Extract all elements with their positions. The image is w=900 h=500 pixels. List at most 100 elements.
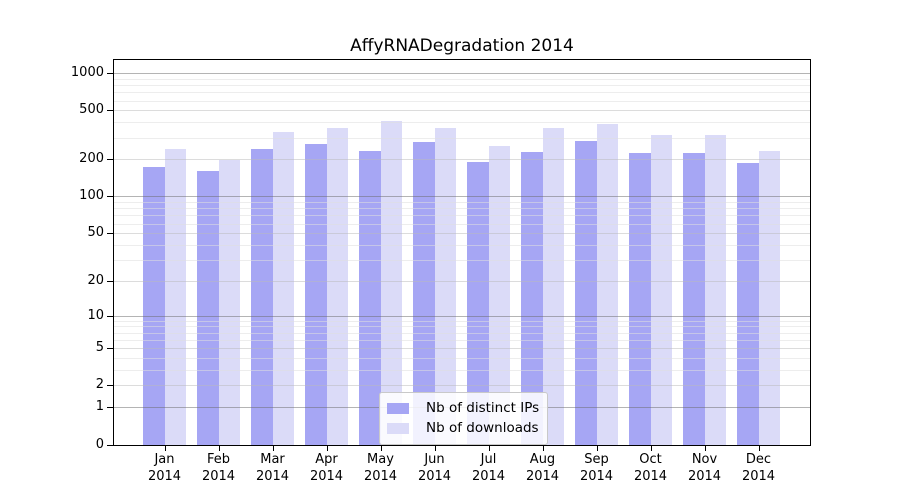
bar-downloads-jan <box>164 149 186 445</box>
x-axis-label: Jul 2014 <box>471 452 506 484</box>
bar-downloads-jun <box>434 127 456 445</box>
bar-downloads-oct <box>650 134 672 445</box>
legend-label-ips: Nb of distinct IPs <box>426 400 540 416</box>
x-axis-label: Sep 2014 <box>579 452 614 484</box>
y-axis-tick <box>107 348 113 350</box>
bar-ips-feb <box>197 171 219 445</box>
gridline <box>114 339 810 341</box>
y-axis-label: 50 <box>87 225 104 241</box>
bar-downloads-aug <box>542 127 564 445</box>
y-axis-tick <box>107 280 113 282</box>
gridline <box>114 358 810 359</box>
bar-ips-jul <box>467 161 489 445</box>
bar-ips-sep <box>575 141 597 445</box>
x-axis-tick <box>380 446 382 451</box>
x-axis-label: Apr 2014 <box>309 452 344 484</box>
gridline <box>114 122 810 124</box>
y-axis-label: 500 <box>79 102 104 118</box>
y-axis-tick <box>107 159 113 161</box>
y-axis-label: 0 <box>95 436 104 452</box>
bar-ips-apr <box>305 144 327 445</box>
gridline <box>114 223 810 225</box>
y-axis-label: 20 <box>87 272 104 288</box>
bar-ips-nov <box>683 152 705 445</box>
y-axis-label: 5 <box>95 340 104 356</box>
x-axis-tick <box>650 446 652 451</box>
y-axis-tick <box>107 233 113 235</box>
x-axis-tick <box>758 446 760 451</box>
y-axis-label: 100 <box>79 188 104 204</box>
bar-downloads-feb <box>218 159 240 445</box>
x-axis-tick <box>596 446 598 451</box>
bar-ips-jan <box>143 166 165 445</box>
gridline <box>114 320 810 322</box>
x-axis-label: May 2014 <box>363 452 398 484</box>
gridline <box>114 215 810 217</box>
bar-ips-jun <box>413 141 435 445</box>
gridline <box>114 137 810 139</box>
bar-downloads-apr <box>326 128 348 445</box>
bar-ips-aug <box>521 151 543 445</box>
bar-downloads-may <box>380 120 402 445</box>
x-axis-tick <box>542 446 544 451</box>
x-axis-tick <box>164 446 166 451</box>
x-axis-label: Dec 2014 <box>741 452 776 484</box>
gridline <box>114 110 810 112</box>
x-axis-tick <box>218 446 220 451</box>
x-axis-label: Oct 2014 <box>633 452 668 484</box>
gridline <box>114 348 810 350</box>
y-axis-tick <box>107 444 113 446</box>
gridline <box>114 326 810 328</box>
gridline <box>114 332 810 334</box>
y-axis-tick <box>107 110 113 112</box>
y-axis-label: 1 <box>95 399 104 415</box>
plot-area <box>113 59 811 446</box>
gridline <box>114 208 810 210</box>
y-axis-tick <box>107 73 113 74</box>
x-axis-label: Nov 2014 <box>687 452 722 484</box>
chart-title: AffyRNADegradation 2014 <box>350 36 574 56</box>
x-axis-label: Mar 2014 <box>255 452 290 484</box>
y-axis-label: 2 <box>95 377 104 393</box>
x-axis-tick <box>488 446 490 451</box>
gridline <box>114 202 810 203</box>
x-axis-label: Jan 2014 <box>147 452 182 484</box>
gridline <box>114 92 810 94</box>
bar-ips-dec <box>737 163 759 445</box>
gridline <box>114 78 810 80</box>
gridline <box>114 280 810 282</box>
y-axis-label: 200 <box>79 151 104 167</box>
y-axis-tick <box>107 196 113 198</box>
gridline <box>114 233 810 235</box>
bar-ips-mar <box>251 149 273 445</box>
y-axis-tick <box>107 385 113 387</box>
gridline <box>114 259 810 261</box>
gridline <box>114 85 810 86</box>
legend-item-ips: Nb of distinct IPs <box>387 398 547 418</box>
x-axis-tick <box>326 446 328 451</box>
y-axis-tick <box>107 407 113 409</box>
x-axis-tick <box>434 446 436 451</box>
gridline <box>114 159 810 161</box>
legend: Nb of distinct IPs Nb of downloads <box>379 392 548 445</box>
legend-item-downloads: Nb of downloads <box>387 418 547 438</box>
y-axis-label: 10 <box>87 307 104 323</box>
bar-ips-may <box>359 150 381 445</box>
gridline <box>114 370 810 371</box>
gridline <box>114 196 810 198</box>
x-axis-tick <box>704 446 706 451</box>
x-axis-label: Feb 2014 <box>201 452 236 484</box>
bar-downloads-mar <box>272 131 294 445</box>
bar-downloads-dec <box>758 151 780 445</box>
legend-swatch-downloads-icon <box>387 422 409 434</box>
x-axis-label: Aug 2014 <box>525 452 560 484</box>
bar-downloads-sep <box>596 124 618 445</box>
y-axis-tick <box>107 315 113 317</box>
x-axis-tick <box>272 446 274 451</box>
gridline <box>114 315 810 317</box>
x-axis-label: Jun 2014 <box>417 452 452 484</box>
gridline <box>114 100 810 102</box>
gridline <box>114 73 810 74</box>
gridline <box>114 244 810 246</box>
